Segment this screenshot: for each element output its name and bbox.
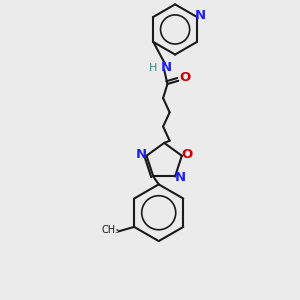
Text: O: O: [182, 148, 193, 161]
Text: N: N: [194, 9, 206, 22]
Text: O: O: [179, 71, 191, 84]
Text: N: N: [136, 148, 147, 161]
Text: N: N: [175, 171, 186, 184]
Text: H: H: [149, 63, 158, 73]
Text: CH₃: CH₃: [101, 225, 119, 235]
Text: N: N: [161, 61, 172, 74]
